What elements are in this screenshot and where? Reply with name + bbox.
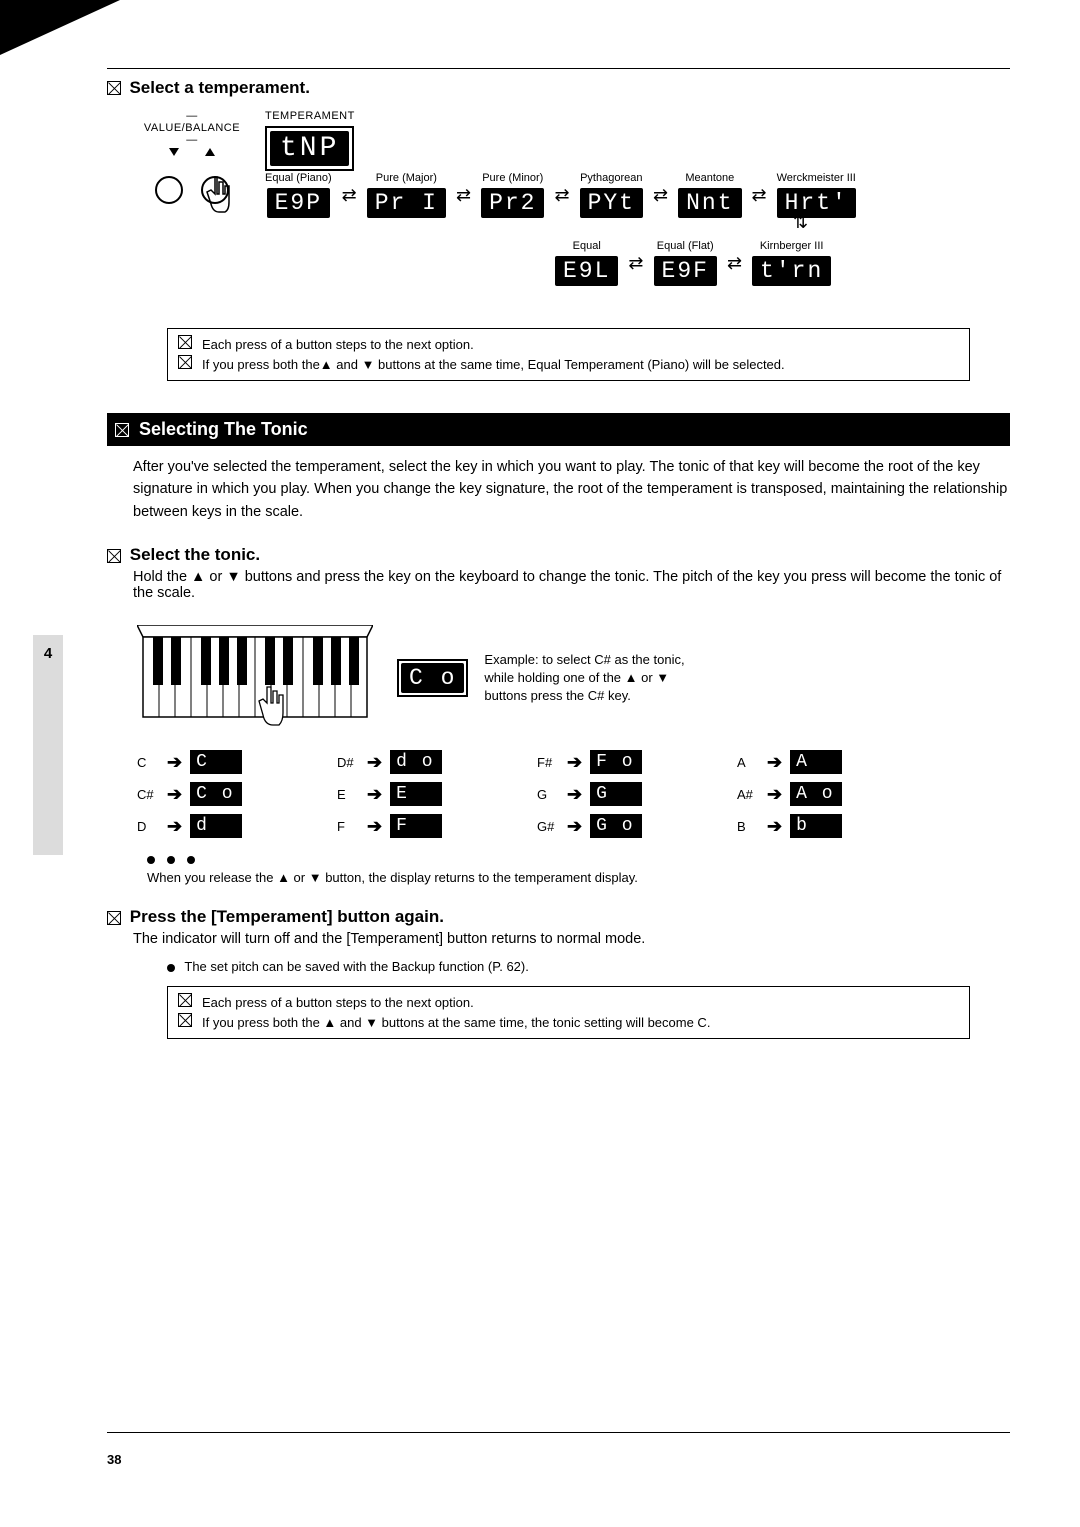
opt-lcd: Hrt' (777, 188, 856, 218)
checkbox-icon (178, 355, 192, 369)
right-arrow-icon: ➔ (367, 752, 382, 773)
keyboard-example: C o Example: to select C# as the tonic, … (137, 625, 1010, 730)
checkbox-icon (178, 335, 192, 349)
value-down-button[interactable] (155, 176, 183, 204)
opt-lcd: Nnt (678, 188, 741, 218)
vertical-swap-icon: ⇅ (793, 212, 808, 233)
right-arrow-icon: ➔ (767, 784, 782, 805)
tonic-grid: C➔C D#➔d o F#➔F o A➔A C#➔C o E➔E G➔G A#➔… (137, 750, 1010, 838)
right-arrow-icon: ➔ (167, 752, 182, 773)
chapter-tab: 4 (33, 635, 63, 855)
checkbox-icon (107, 549, 121, 563)
right-arrow-icon: ➔ (567, 784, 582, 805)
note-text: Each press of a button steps to the next… (202, 993, 474, 1013)
tonic-cell: C➔C (137, 750, 307, 774)
note-text: If you press both the ▲ and ▼ buttons at… (202, 1013, 710, 1033)
tonic-cell: G#➔G o (537, 814, 707, 838)
right-arrow-icon: ➔ (367, 816, 382, 837)
tonic-cell: B➔b (737, 814, 907, 838)
temperament-options-row1: Equal (Piano) E9P ⇄ Pure (Major) Pr I ⇄ … (265, 172, 856, 218)
right-arrow-icon: ➔ (567, 752, 582, 773)
right-arrow-icon: ➔ (367, 784, 382, 805)
checkbox-icon (178, 993, 192, 1007)
swap-arrow-icon: ⇄ (342, 186, 357, 204)
temperament-options-row2: Equal E9L ⇄ Equal (Flat) E9F ⇄ Kirnberge… (555, 240, 831, 286)
opt-caption: Pure (Major) (367, 172, 446, 184)
temperament-lcd: tNP (270, 131, 349, 166)
example-lcd: C o (401, 663, 464, 693)
opt-lcd: t'rn (752, 256, 831, 286)
footer-rule (107, 1432, 1010, 1433)
down-triangle-icon (169, 148, 179, 156)
tonic-cell: C#➔C o (137, 782, 307, 806)
opt-caption: Pure (Minor) (481, 172, 544, 184)
keyboard-icon (137, 625, 373, 730)
tonic-cell: F➔F (337, 814, 507, 838)
step-select-tonic: Select the tonic. (107, 545, 1010, 565)
opt-lcd: E9F (654, 256, 717, 286)
checkbox-icon (115, 423, 129, 437)
opt-lcd: PYt (580, 188, 643, 218)
hand-press-icon (197, 172, 237, 225)
banner-text: Selecting The Tonic (139, 419, 308, 440)
selecting-tonic-banner: Selecting The Tonic (107, 413, 1010, 446)
example-text: Example: to select C# as the tonic, whil… (484, 651, 684, 706)
value-balance-label: — VALUE/BALANCE — (137, 110, 247, 146)
right-arrow-icon: ➔ (167, 816, 182, 837)
note-text: If you press both the▲ and ▼ buttons at … (202, 355, 785, 375)
swap-arrow-icon: ⇄ (727, 254, 742, 272)
tonic-cell: D#➔d o (337, 750, 507, 774)
page-corner-decoration (0, 0, 120, 55)
checkbox-icon (107, 81, 121, 95)
note-text: Each press of a button steps to the next… (202, 335, 474, 355)
opt-lcd: E9P (267, 188, 330, 218)
opt-caption: Equal (Flat) (654, 240, 717, 252)
opt-lcd: Pr2 (481, 188, 544, 218)
opt-lcd: Pr I (367, 188, 446, 218)
page-number: 38 (107, 1452, 121, 1467)
right-arrow-icon: ➔ (767, 816, 782, 837)
temperament-button-group: TEMPERAMENT tNP (265, 110, 355, 171)
opt-caption: Equal (Piano) (265, 172, 332, 184)
swap-arrow-icon: ⇄ (653, 186, 668, 204)
opt-lcd: E9L (555, 256, 618, 286)
temperament-panel-diagram: — VALUE/BALANCE — TEMPERAMENT tNP Equ (137, 110, 1010, 320)
step-press-temperament-again: Press the [Temperament] button again. (107, 907, 1010, 927)
step-label: Select the tonic. (130, 545, 260, 564)
stepb-text1: The indicator will turn off and the [Tem… (133, 931, 1010, 947)
stepb-note-box: Each press of a button steps to the next… (167, 986, 970, 1039)
tonic-cell: G➔G (537, 782, 707, 806)
opt-caption: Kirnberger III (752, 240, 831, 252)
opt-caption: Pythagorean (580, 172, 643, 184)
swap-arrow-icon: ⇄ (752, 186, 767, 204)
swap-arrow-icon: ⇄ (554, 186, 569, 204)
step-label: Select a temperament. (129, 78, 309, 97)
tonic-cell: F#➔F o (537, 750, 707, 774)
opt-caption: Equal (555, 240, 618, 252)
opt-caption: Meantone (678, 172, 741, 184)
step-label: Press the [Temperament] button again. (130, 907, 444, 926)
opt-caption: Werckmeister III (777, 172, 856, 184)
right-arrow-icon: ➔ (567, 816, 582, 837)
dot-note: When you release the ▲ or ▼ button, the … (147, 870, 1010, 885)
tonic-cell: E➔E (337, 782, 507, 806)
up-triangle-icon (205, 148, 215, 156)
banner-paragraph: After you've selected the temperament, s… (133, 456, 1010, 523)
right-arrow-icon: ➔ (767, 752, 782, 773)
checkbox-icon (178, 1013, 192, 1027)
swap-arrow-icon: ⇄ (456, 186, 471, 204)
header-rule (107, 68, 1010, 69)
checkbox-icon (107, 911, 121, 925)
temperament-label: TEMPERAMENT (265, 110, 355, 122)
step-subline: Hold the ▲ or ▼ buttons and press the ke… (133, 569, 1010, 601)
decorative-dots (147, 856, 1010, 864)
swap-arrow-icon: ⇄ (628, 254, 643, 272)
step1-note-box: Each press of a button steps to the next… (167, 328, 970, 381)
right-arrow-icon: ➔ (167, 784, 182, 805)
tonic-cell: A#➔A o (737, 782, 907, 806)
step-select-temperament: Select a temperament. (107, 78, 1010, 98)
tonic-cell: A➔A (737, 750, 907, 774)
stepb-text2: The set pitch can be saved with the Back… (167, 959, 1010, 974)
tonic-cell: D➔d (137, 814, 307, 838)
